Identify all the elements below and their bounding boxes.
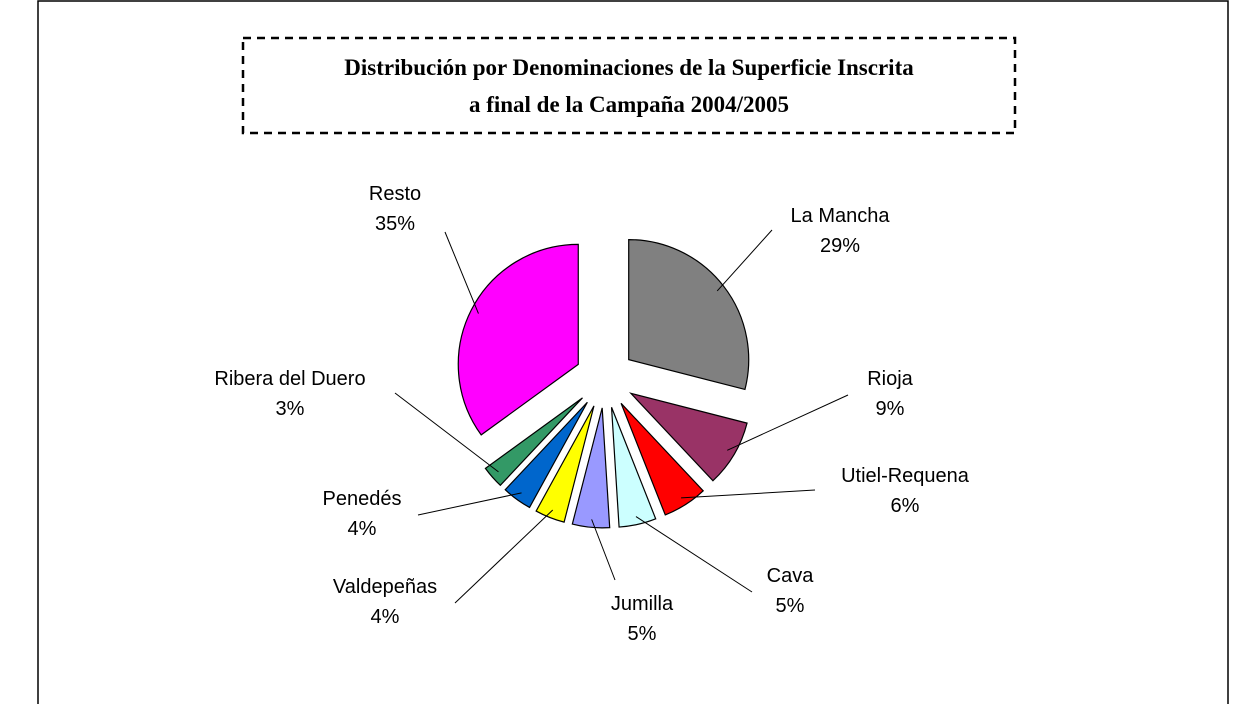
- leader-line: [716, 229, 773, 292]
- chart-title: Distribución por Denominaciones de la Su…: [344, 55, 914, 80]
- pie-slice: [571, 407, 611, 529]
- pie-slice: [628, 239, 750, 391]
- slice-label: Penedés: [323, 488, 402, 510]
- slice-value-label: 4%: [348, 518, 377, 540]
- slice-label: Resto: [369, 183, 421, 205]
- slice-value-label: 35%: [375, 213, 415, 235]
- pie-slice: [484, 397, 583, 487]
- pie-slice: [620, 402, 705, 516]
- leader-line: [727, 394, 849, 451]
- chart-title: a final de la Campaña 2004/2005: [469, 92, 789, 117]
- slice-label: Ribera del Duero: [214, 368, 365, 390]
- slice-label: Rioja: [867, 368, 913, 390]
- leader-line: [635, 516, 753, 593]
- pie-slice: [457, 243, 579, 436]
- leader-line: [444, 231, 479, 314]
- title-box: [241, 36, 1017, 135]
- pie-slice: [628, 392, 748, 482]
- leader-line: [454, 509, 554, 604]
- leader-line: [591, 519, 616, 581]
- slice-value-label: 9%: [876, 398, 905, 420]
- leader-line: [394, 392, 499, 473]
- chart-frame: [37, 0, 1229, 704]
- leader-line: [417, 492, 522, 516]
- pie-slice: [504, 401, 588, 509]
- slice-value-label: 4%: [371, 606, 400, 628]
- pie-slice: [610, 407, 657, 528]
- slice-label: La Mancha: [791, 205, 891, 227]
- slice-label: Jumilla: [611, 593, 674, 615]
- slice-value-label: 5%: [776, 595, 805, 617]
- slice-value-label: 5%: [628, 623, 657, 645]
- pie-slice: [535, 405, 595, 523]
- slice-label: Cava: [767, 565, 815, 587]
- slice-value-label: 6%: [891, 495, 920, 517]
- slice-label: Valdepeñas: [333, 576, 437, 598]
- slice-value-label: 29%: [820, 235, 860, 257]
- slice-label: Utiel-Requena: [841, 465, 970, 487]
- slice-value-label: 3%: [276, 398, 305, 420]
- leader-line: [681, 489, 816, 499]
